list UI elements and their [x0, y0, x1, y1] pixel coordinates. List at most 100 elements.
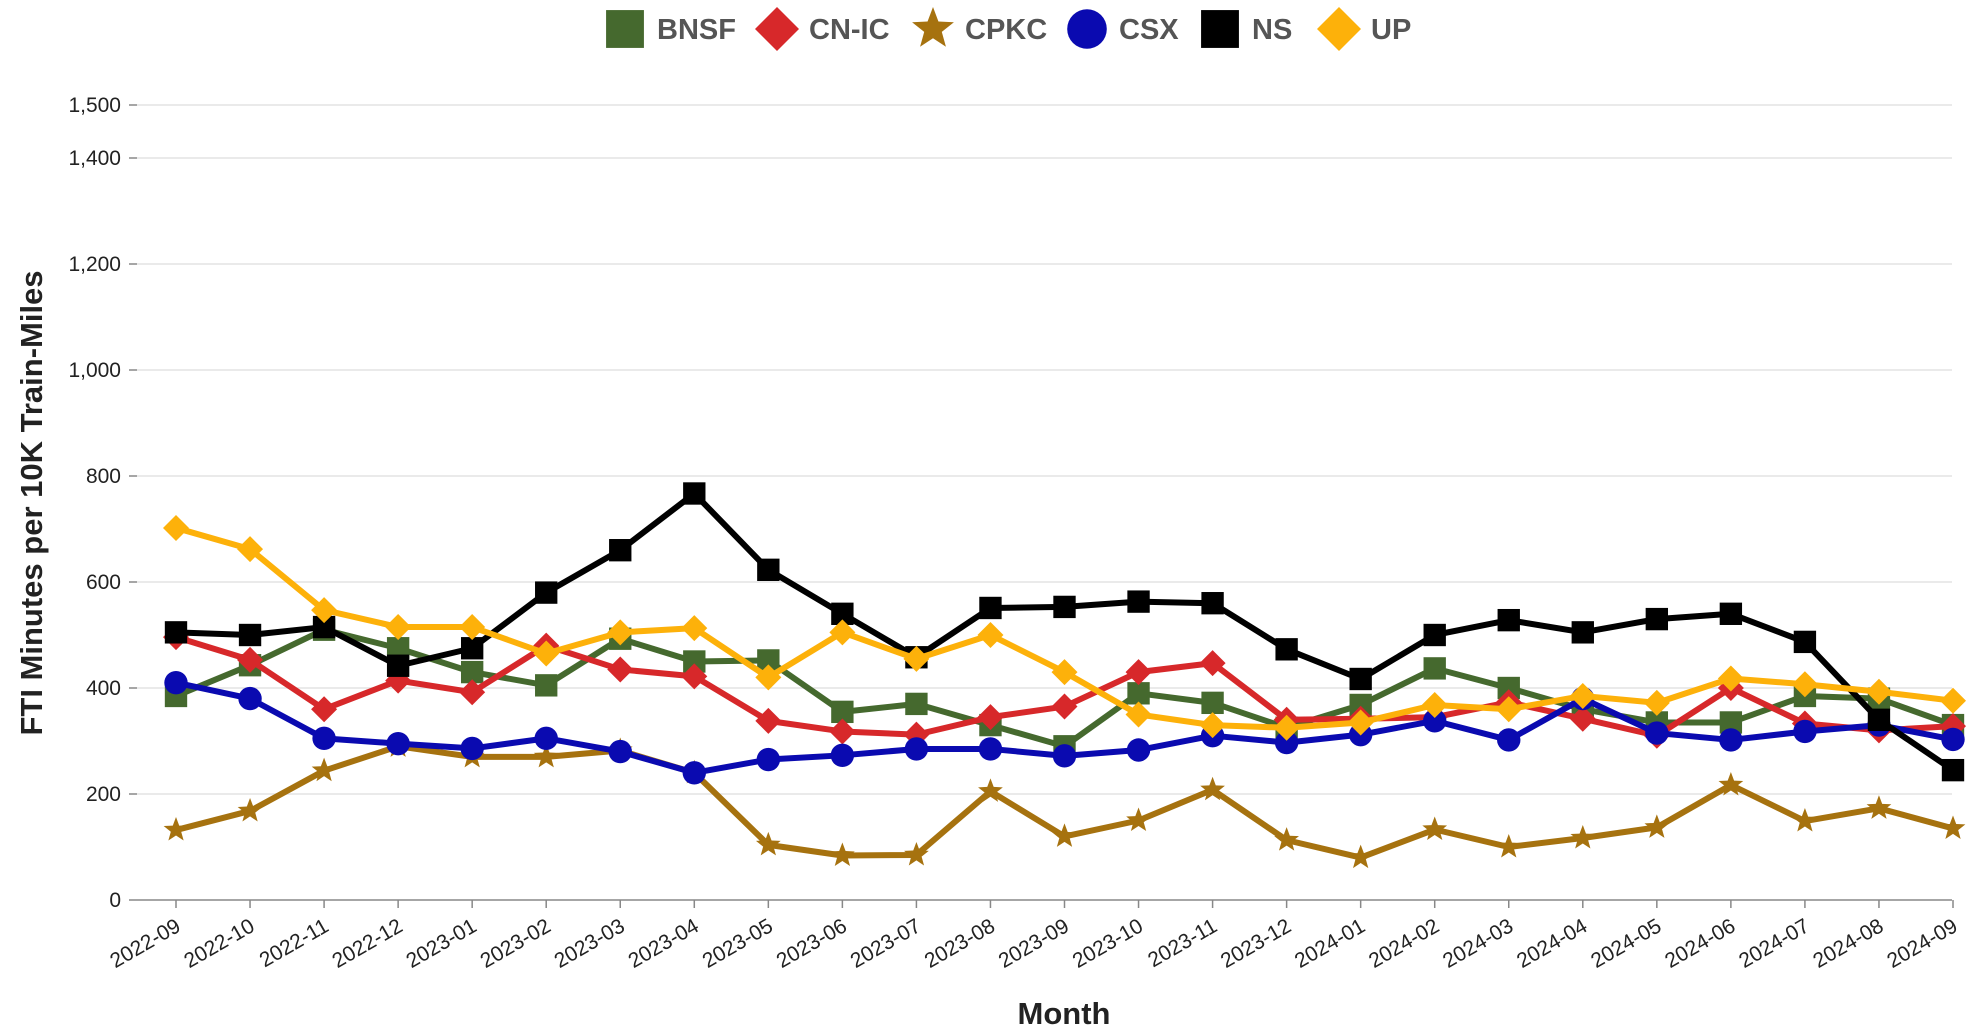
series-up [163, 514, 1966, 741]
data-point-ns [460, 637, 484, 660]
data-point-up [829, 619, 856, 646]
data-point-bnsf [460, 660, 484, 684]
data-point-csx [756, 747, 781, 772]
data-point-csx [830, 743, 855, 768]
data-point-csx [682, 761, 706, 785]
data-point-bnsf [1201, 691, 1224, 715]
data-point-csx [534, 726, 558, 751]
legend-label-up: UP [1371, 14, 1411, 46]
data-point-cpkc [1200, 776, 1225, 801]
legend-item-csx: CSX [1067, 9, 1179, 49]
legend-label-cpkc: CPKC [965, 14, 1047, 46]
data-point-ns [1497, 608, 1520, 632]
data-point-cpkc [1348, 844, 1374, 869]
data-point-csx [386, 731, 410, 756]
data-point-up [1569, 682, 1596, 709]
x-tick-label: 2024-09 [1883, 914, 1961, 972]
data-point-cpkc [1422, 816, 1448, 841]
data-point-cn-ic [1125, 659, 1152, 686]
data-point-cn-ic [681, 663, 708, 690]
data-point-up [1051, 659, 1078, 686]
y-tick-label: 1,200 [68, 253, 121, 276]
data-point-ns [1645, 607, 1669, 631]
legend-marker-up [1317, 7, 1361, 51]
legend-item-up: UP [1317, 7, 1411, 51]
data-point-up [1273, 714, 1300, 741]
data-point-cpkc [1052, 823, 1077, 847]
gridlines [137, 104, 1952, 795]
x-tick-label: 2023-04 [625, 914, 704, 973]
x-tick-label: 2022-12 [328, 914, 406, 972]
data-point-up [533, 640, 560, 667]
data-point-ns [238, 623, 262, 647]
data-point-cpkc [163, 817, 189, 841]
data-point-csx [978, 737, 1003, 761]
legend-label-cn-ic: CN-IC [809, 14, 890, 46]
data-point-ns [1423, 623, 1446, 647]
data-point-cn-ic [977, 704, 1004, 731]
data-point-ns [1201, 592, 1224, 615]
data-point-csx [1941, 727, 1965, 752]
data-point-ns [1275, 638, 1298, 661]
data-point-cpkc [1570, 824, 1596, 849]
data-point-up [237, 536, 264, 563]
legend-marker-cpkc [912, 7, 954, 47]
y-tick-label: 400 [86, 677, 121, 700]
data-point-csx [1719, 728, 1743, 752]
data-point-cpkc [1644, 814, 1670, 838]
x-tick-label: 2022-10 [180, 914, 258, 972]
data-point-up [1865, 678, 1892, 705]
data-point-ns [386, 654, 410, 677]
data-point-cn-ic [237, 646, 264, 673]
series-csx [164, 671, 1965, 785]
data-point-cpkc [978, 778, 1003, 802]
x-tick-label: 2023-02 [476, 914, 554, 972]
data-point-ns [535, 581, 558, 604]
data-point-bnsf [757, 649, 780, 672]
data-point-cpkc [533, 743, 559, 768]
x-tick-label: 2024-03 [1439, 914, 1517, 972]
data-point-bnsf [905, 692, 928, 716]
data-point-csx [164, 671, 188, 695]
legend-item-ns: NS [1201, 10, 1292, 48]
y-tick-label: 600 [86, 571, 121, 594]
data-point-cn-ic [829, 718, 856, 745]
y-tick-label: 1,500 [68, 94, 121, 117]
series-ns [164, 482, 1965, 782]
legend-item-bnsf: BNSF [606, 10, 736, 48]
x-tick-label: 2024-01 [1291, 914, 1369, 972]
data-point-csx [904, 737, 929, 761]
data-point-bnsf [1127, 682, 1150, 705]
data-point-ns [1053, 595, 1076, 619]
x-tick-label: 2023-11 [1144, 914, 1221, 972]
x-tick-label: 2023-10 [1069, 914, 1147, 972]
data-point-ns [1127, 590, 1150, 613]
data-point-ns [1941, 758, 1965, 782]
data-point-csx [1645, 721, 1669, 745]
data-point-csx [1126, 738, 1151, 762]
data-point-up [755, 664, 782, 691]
data-point-cpkc [1866, 795, 1892, 819]
x-tick-label: 2024-06 [1661, 914, 1739, 972]
legend-marker-csx [1067, 9, 1107, 49]
x-tick-label: 2024-05 [1587, 914, 1665, 972]
data-point-ns [312, 615, 336, 639]
data-point-up [607, 619, 634, 646]
data-point-up [1421, 691, 1448, 718]
data-point-ns [683, 482, 706, 505]
data-point-ns [1719, 602, 1743, 625]
x-tick-label: 2023-12 [1217, 914, 1295, 972]
legend-label-bnsf: BNSF [657, 14, 736, 46]
data-point-bnsf [386, 637, 410, 660]
data-point-ns [1867, 708, 1891, 731]
x-tick-label: 2024-02 [1365, 914, 1443, 972]
data-point-up [1199, 712, 1226, 739]
data-point-cpkc [1792, 808, 1818, 832]
legend-marker-bnsf [606, 10, 644, 48]
data-point-csx [1793, 719, 1817, 744]
data-point-up [1940, 687, 1966, 714]
y-tick-label: 1,400 [68, 147, 121, 170]
y-tick-label: 1,000 [68, 359, 121, 382]
y-tick-label: 200 [86, 783, 121, 806]
